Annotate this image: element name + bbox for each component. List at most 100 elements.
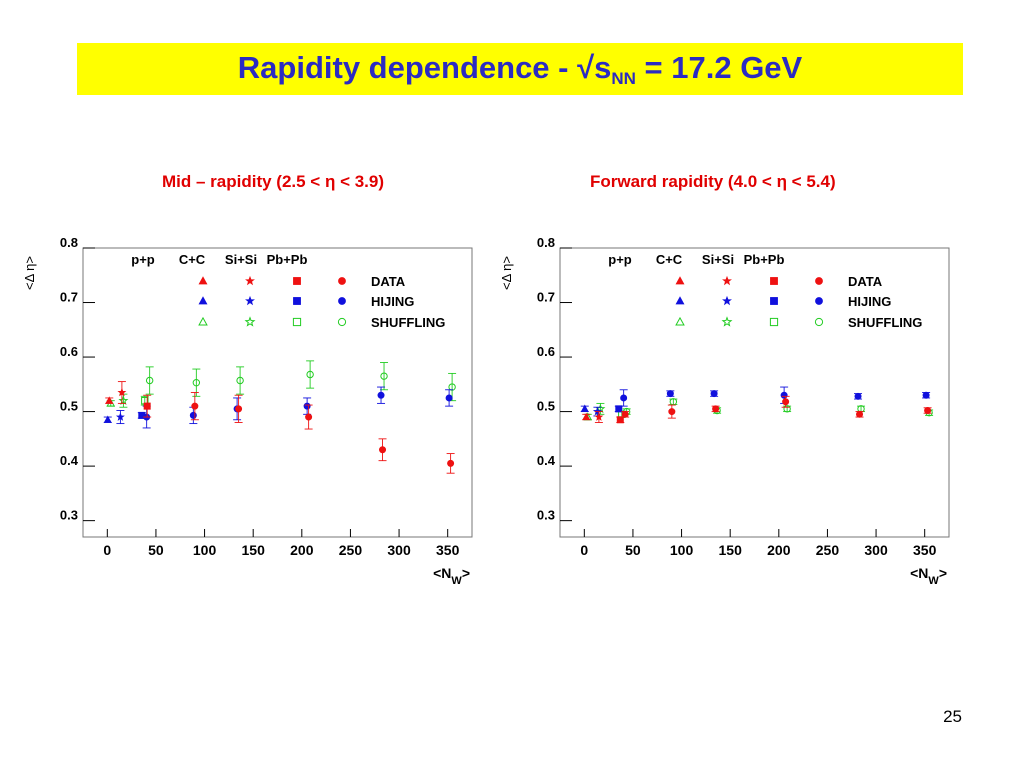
data-point	[924, 406, 932, 414]
data-point	[306, 370, 314, 379]
data-point	[666, 390, 674, 398]
x-tick-label: 50	[625, 542, 641, 558]
plot-frame	[82, 247, 473, 538]
data-point	[620, 394, 628, 402]
subtitle-mid-rapidity: Mid – rapidity (2.5 < η < 3.9)	[162, 172, 385, 191]
x-tick-label: 350	[913, 542, 937, 558]
data-point	[922, 391, 930, 399]
y-tick-label: 0.6	[537, 344, 555, 359]
data-point	[668, 408, 676, 416]
x-tick-label: 50	[148, 542, 164, 558]
y-tick-label: 0.4	[60, 453, 79, 468]
title-subscript: NN	[611, 68, 636, 88]
x-tick-label: 250	[816, 542, 840, 558]
data-point	[143, 402, 151, 410]
x-tick-label: 150	[242, 542, 266, 558]
legend-marker	[675, 296, 685, 305]
legend-row-label: SHUFFLING	[848, 315, 922, 330]
data-point	[235, 405, 243, 413]
y-tick-label: 0.5	[537, 399, 555, 414]
x-tick-label: 100	[670, 542, 694, 558]
y-tick-label: 0.8	[537, 235, 555, 250]
legend-row-label: DATA	[848, 274, 883, 289]
data-point	[105, 396, 114, 404]
y-axis-label: <Δ η>	[499, 256, 514, 290]
data-point	[580, 404, 589, 412]
data-point	[118, 395, 129, 405]
data-point	[594, 412, 604, 421]
data-point	[447, 459, 455, 467]
legend-marker	[721, 316, 733, 327]
legend-system-label: Si+Si	[702, 252, 734, 267]
y-tick-label: 0.3	[60, 508, 78, 523]
x-tick-label: 100	[193, 542, 217, 558]
chart-mid-rapidity: 0.3 0.4 0.5 0.6 0.7 0.8 0 50 100 150 200 250 300 350 <…	[22, 235, 473, 587]
data-point	[780, 391, 788, 399]
x-tick-label: 250	[339, 542, 363, 558]
data-point	[448, 383, 456, 391]
legend-marker	[338, 277, 346, 285]
legend-marker	[769, 317, 779, 327]
x-tick-label: 0	[103, 542, 111, 558]
slide-number: 25	[943, 707, 962, 726]
data-point	[615, 405, 623, 413]
title-tail: = 17.2 GeV	[635, 49, 803, 85]
data-point	[616, 416, 624, 424]
x-tick-label: 300	[864, 542, 888, 558]
legend-system-label: p+p	[608, 252, 632, 267]
data-point	[117, 387, 127, 397]
legend-system-label: C+C	[656, 252, 683, 267]
data-point	[103, 415, 112, 423]
data-point	[191, 402, 199, 410]
x-tick-label: 200	[290, 542, 314, 558]
legend-system-label: Pb+Pb	[744, 252, 785, 267]
legend-marker	[815, 277, 823, 285]
legend-marker	[722, 275, 732, 286]
legend-marker	[770, 277, 778, 285]
y-tick-label: 0.8	[60, 235, 78, 250]
x-axis-label: <NW>	[910, 565, 947, 587]
legend-marker	[245, 295, 255, 306]
page-title: Rapidity dependence - √sNN = 17.2 GeV	[238, 50, 802, 89]
data-point	[192, 378, 201, 387]
data-point	[783, 405, 791, 413]
data-point	[710, 390, 718, 398]
data-point	[305, 413, 313, 421]
plot-frame	[559, 247, 950, 538]
x-tick-label: 200	[767, 542, 791, 558]
legend-system-label: Pb+Pb	[267, 252, 308, 267]
x-tick-label: 300	[387, 542, 411, 558]
legend-system-label: Si+Si	[225, 252, 257, 267]
legend-row-label: SHUFFLING	[371, 315, 445, 330]
legend-marker	[245, 275, 255, 286]
data-point	[782, 398, 790, 406]
subtitle-forward-rapidity: Forward rapidity (4.0 < η < 5.4)	[590, 172, 836, 191]
data-point	[189, 411, 197, 419]
legend-marker	[814, 317, 824, 327]
legend-marker	[338, 297, 346, 305]
y-tick-label: 0.5	[60, 399, 78, 414]
chart-forward-rapidity: 0.3 0.4 0.5 0.6 0.7 0.8 0 50 100 150 200 250 300 350 <…	[499, 235, 950, 587]
y-tick-label: 0.7	[537, 290, 555, 305]
data-point	[445, 394, 453, 402]
data-point	[303, 402, 311, 410]
legend-row-label: HIJING	[371, 294, 414, 309]
legend-marker	[722, 295, 732, 306]
legend-marker	[293, 277, 301, 285]
x-tick-label: 150	[719, 542, 743, 558]
x-axis-label: <NW>	[433, 565, 470, 587]
legend-marker	[198, 296, 208, 305]
legend-marker	[292, 317, 302, 327]
data-point	[582, 412, 591, 421]
data-point	[145, 376, 154, 385]
data-point	[856, 410, 864, 418]
data-point	[379, 446, 387, 454]
legend-marker	[815, 297, 823, 305]
x-tick-label: 350	[436, 542, 460, 558]
title-banner: Rapidity dependence - √sNN = 17.2 GeV	[77, 43, 963, 95]
data-point	[380, 372, 388, 380]
y-tick-label: 0.6	[60, 344, 78, 359]
legend-marker	[337, 317, 347, 327]
legend-marker	[244, 316, 256, 327]
data-point	[236, 376, 244, 385]
